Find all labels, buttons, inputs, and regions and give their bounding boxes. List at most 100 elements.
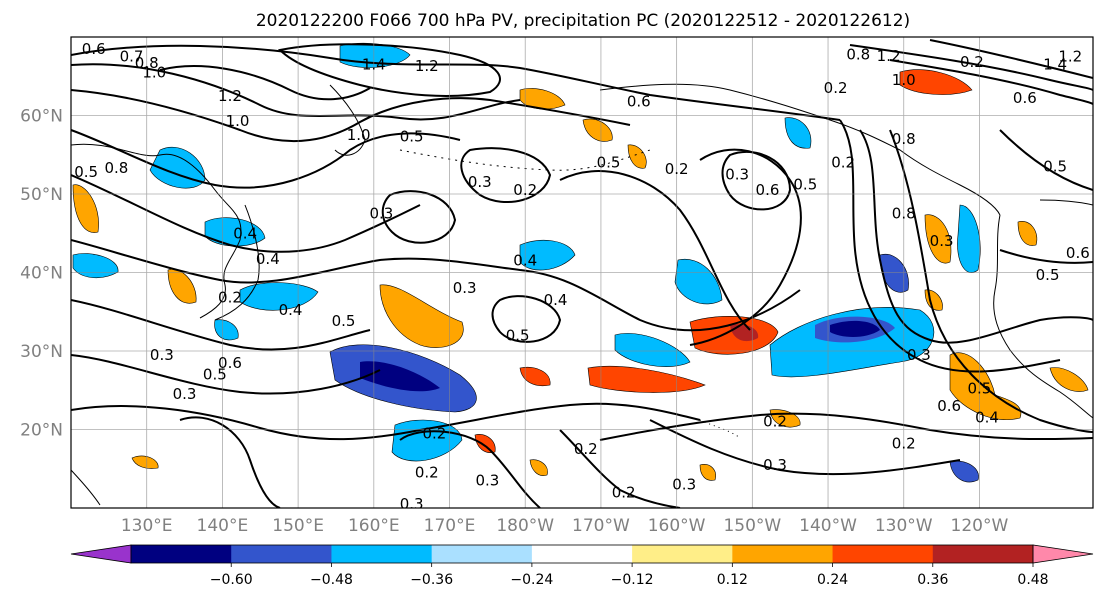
contour-label: 0.5 xyxy=(597,154,621,172)
contour-label: 0.5 xyxy=(400,128,424,146)
contour-label: 0.2 xyxy=(824,79,848,97)
contour-label: 0.4 xyxy=(279,301,303,319)
coastline-philippines xyxy=(71,469,101,506)
contour-label: 1.4 xyxy=(362,55,386,73)
contour-label: 0.3 xyxy=(475,472,499,490)
contour-label: 0.7 xyxy=(120,48,144,66)
pv-contours xyxy=(71,39,1093,508)
contour-label: 0.2 xyxy=(513,181,537,199)
shade-positive xyxy=(582,118,613,142)
contour-label: 0.4 xyxy=(256,250,280,268)
shade-positive xyxy=(924,214,952,264)
shade-negative xyxy=(949,460,979,483)
shade-positive xyxy=(131,455,159,469)
coastline-alaska xyxy=(599,83,1001,216)
colorbar-segment xyxy=(231,545,332,563)
shade-negative xyxy=(149,146,206,189)
contour-label: 0.6 xyxy=(627,92,651,110)
shade-positive xyxy=(474,434,496,453)
colorbar-tick-label: 0.12 xyxy=(717,572,748,588)
contour-line xyxy=(929,39,1093,79)
coastline-north-america xyxy=(993,214,1093,419)
longitude-label: 150°W xyxy=(723,516,781,536)
contour-label: 1.2 xyxy=(877,47,901,65)
latitude-label: 60°N xyxy=(20,107,63,127)
colorbar-segment xyxy=(832,545,934,563)
contour-label: 0.5 xyxy=(332,312,356,330)
contour-line xyxy=(277,43,501,97)
contour-line xyxy=(71,129,461,189)
contour-label: 0.2 xyxy=(665,160,689,178)
longitude-label: 120°W xyxy=(951,516,1009,536)
contour-line xyxy=(559,170,751,331)
contour-line xyxy=(559,429,681,508)
shade-positive xyxy=(519,367,551,387)
contour-label: 0.8 xyxy=(135,54,159,72)
contour-label: 0.2 xyxy=(218,289,242,307)
contour-label: 0.3 xyxy=(150,346,174,364)
contour-label: 0.8 xyxy=(892,130,916,148)
colorbar-segment xyxy=(531,545,633,563)
colorbar-extend-low xyxy=(70,544,132,564)
contour-label: 0.5 xyxy=(506,326,530,344)
contour-label: 0.2 xyxy=(612,483,636,501)
contour-line xyxy=(839,119,1061,373)
contour-line xyxy=(889,129,1093,433)
shade-negative xyxy=(519,239,576,271)
contour-label: 0.6 xyxy=(756,181,780,199)
contour-label: 0.4 xyxy=(513,252,537,270)
contour-line xyxy=(889,59,1093,105)
contour-line xyxy=(649,419,961,476)
coastline-canada xyxy=(1039,199,1093,206)
shade-positive xyxy=(1017,221,1038,246)
contour-label: 0.4 xyxy=(233,224,257,242)
contour-line xyxy=(999,129,1093,191)
contour-label: 0.5 xyxy=(203,366,227,384)
shade-positive xyxy=(699,464,716,481)
colorbar-segment xyxy=(932,545,1034,563)
shade-negative xyxy=(957,204,981,273)
contour-line xyxy=(399,430,541,508)
latitude-label: 50°N xyxy=(20,185,63,205)
contour-label: 1.0 xyxy=(347,126,371,144)
contour-label: 0.8 xyxy=(892,205,916,223)
coastline-islands xyxy=(699,419,741,439)
contour-label: 0.2 xyxy=(763,413,787,431)
contour-line xyxy=(491,295,562,343)
shade-negative xyxy=(830,320,880,337)
latitude-labels: 60°N 50°N 40°N 30°N 20°N xyxy=(20,107,63,441)
contour-label: 0.3 xyxy=(930,232,954,250)
contour-label: 0.3 xyxy=(725,165,749,183)
contour-label: 0.2 xyxy=(415,464,439,482)
latitude-label: 20°N xyxy=(20,421,63,441)
shade-positive xyxy=(529,459,548,476)
coastline-aleutians xyxy=(399,149,651,171)
contour-label: 0.6 xyxy=(218,354,242,372)
contour-label: 0.5 xyxy=(74,163,98,181)
shade-positive xyxy=(899,69,973,95)
shade-negative xyxy=(614,333,691,367)
colorbar-tick-label: −0.24 xyxy=(510,572,553,588)
contour-label: 0.3 xyxy=(763,456,787,474)
longitude-label: 150°E xyxy=(272,516,324,536)
contour-line xyxy=(999,249,1093,264)
contour-label: 0.3 xyxy=(468,173,492,191)
contour-labels: 0.6 0.70.81.0 1.4 1.21.21.01.0 0.50.60.5 0.2 0… xyxy=(74,40,1090,508)
colorbar-tick-label: −0.12 xyxy=(611,572,654,588)
contour-line xyxy=(179,416,281,508)
contour-line xyxy=(849,44,1093,91)
colorbar-tick-label: −0.36 xyxy=(410,572,453,588)
contour-line xyxy=(71,239,801,332)
map-area: 0.6 0.70.81.0 1.4 1.21.21.01.0 0.50.60.5 0.2 0… xyxy=(71,37,1093,508)
contour-label: 0.3 xyxy=(173,385,197,403)
colorbar-segment xyxy=(632,545,733,563)
shade-positive xyxy=(1049,367,1089,392)
contour-label: 0.6 xyxy=(937,397,961,415)
contour-line xyxy=(71,89,631,142)
shade-positive xyxy=(519,88,566,110)
colorbar-segment xyxy=(732,545,834,563)
contour-line xyxy=(71,174,421,253)
coastline-kamchatka xyxy=(329,84,366,156)
gridlines xyxy=(71,37,1093,508)
contour-line xyxy=(460,147,552,204)
